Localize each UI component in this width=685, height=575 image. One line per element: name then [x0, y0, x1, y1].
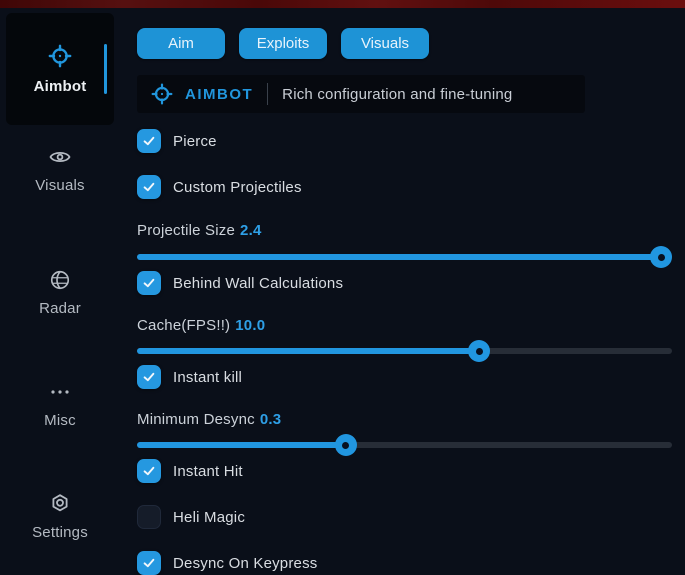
check-icon — [143, 182, 155, 192]
sidebar-item-aimbot[interactable]: Aimbot — [6, 13, 114, 125]
slider-minimum-desync[interactable] — [137, 434, 672, 456]
sidebar-item-visuals[interactable]: Visuals — [6, 145, 114, 194]
crosshair-icon — [48, 44, 72, 68]
sidebar-item-label: Radar — [39, 300, 81, 317]
globe-icon — [48, 268, 72, 292]
page-title: AIMBOT — [185, 85, 254, 103]
slider-value: 10.0 — [235, 317, 266, 334]
main-panel: Aim Exploits Visuals AIMBOT Rich configu… — [137, 0, 685, 575]
checkbox[interactable] — [137, 129, 161, 153]
slider-fill — [137, 348, 480, 354]
sidebar-item-settings[interactable]: Settings — [6, 492, 114, 541]
check-icon — [143, 372, 155, 382]
slider-fill — [137, 254, 662, 260]
sidebar-item-radar[interactable]: Radar — [6, 268, 114, 317]
divider — [267, 83, 269, 105]
slider-label-cache-fps: Cache(FPS!!) 10.0 — [137, 317, 685, 335]
check-icon — [143, 558, 155, 568]
checkbox-label: Instant Hit — [173, 462, 243, 480]
checkbox[interactable] — [137, 505, 161, 529]
gear-icon — [48, 492, 72, 516]
tab-aim[interactable]: Aim — [137, 28, 225, 59]
top-red-strip — [0, 0, 685, 8]
eye-icon — [48, 145, 72, 169]
check-icon — [143, 278, 155, 288]
checkbox-label: Custom Projectiles — [173, 178, 302, 196]
slider-label-minimum-desync: Minimum Desync 0.3 — [137, 411, 685, 429]
slider-value: 0.3 — [259, 411, 282, 428]
sidebar-item-label: Aimbot — [33, 77, 87, 95]
checkbox-label: Behind Wall Calculations — [173, 274, 344, 292]
active-tab-indicator — [104, 44, 107, 94]
slider-handle[interactable] — [468, 340, 491, 362]
slider-label-text: Minimum Desync — [137, 411, 255, 428]
slider-projectile-size[interactable] — [137, 246, 673, 268]
checkbox-row-heli-magic[interactable]: Heli Magic — [137, 505, 685, 529]
checkbox-row-behind-wall[interactable]: Behind Wall Calculations — [137, 271, 685, 295]
checkbox-row-pierce[interactable]: Pierce — [137, 129, 685, 153]
checkbox-label: Desync On Keypress — [173, 554, 318, 572]
checkbox[interactable] — [137, 551, 161, 575]
slider-label-projectile-size: Projectile Size 2.4 — [137, 222, 685, 240]
sidebar-item-label: Misc — [44, 412, 76, 429]
sidebar: Aimbot Visuals Radar — [0, 8, 125, 575]
slider-cache-fps[interactable] — [137, 340, 672, 362]
slider-handle[interactable] — [334, 434, 357, 456]
checkbox-row-custom-projectiles[interactable]: Custom Projectiles — [137, 175, 685, 199]
tab-visuals[interactable]: Visuals — [341, 28, 429, 59]
sidebar-item-misc[interactable]: Misc — [6, 380, 114, 429]
checkbox[interactable] — [137, 459, 161, 483]
sidebar-item-label: Visuals — [35, 177, 85, 194]
slider-label-text: Cache(FPS!!) — [137, 317, 231, 334]
checkbox-label: Heli Magic — [173, 508, 246, 526]
checkbox-row-instant-kill[interactable]: Instant kill — [137, 365, 685, 389]
checkbox[interactable] — [137, 365, 161, 389]
slider-fill — [137, 442, 346, 448]
tab-bar: Aim Exploits Visuals — [137, 28, 685, 59]
slider-label-text: Projectile Size — [137, 222, 236, 239]
ellipsis-icon — [48, 380, 72, 404]
checkbox-row-instant-hit[interactable]: Instant Hit — [137, 459, 685, 483]
slider-value: 2.4 — [240, 222, 262, 239]
slider-track[interactable] — [137, 442, 672, 448]
tab-exploits[interactable]: Exploits — [239, 28, 327, 59]
checkbox[interactable] — [137, 175, 161, 199]
checkbox-label: Pierce — [173, 132, 217, 150]
slider-handle[interactable] — [650, 246, 673, 268]
checkbox-label: Instant kill — [173, 368, 243, 386]
crosshair-icon — [151, 83, 173, 105]
check-icon — [143, 466, 155, 476]
sidebar-item-label: Settings — [32, 524, 88, 541]
section-header: AIMBOT Rich configuration and fine-tunin… — [137, 75, 585, 113]
checkbox-row-desync-keypress[interactable]: Desync On Keypress — [137, 551, 685, 575]
page-subtitle: Rich configuration and fine-tuning — [282, 85, 513, 103]
checkbox[interactable] — [137, 271, 161, 295]
check-icon — [143, 136, 155, 146]
